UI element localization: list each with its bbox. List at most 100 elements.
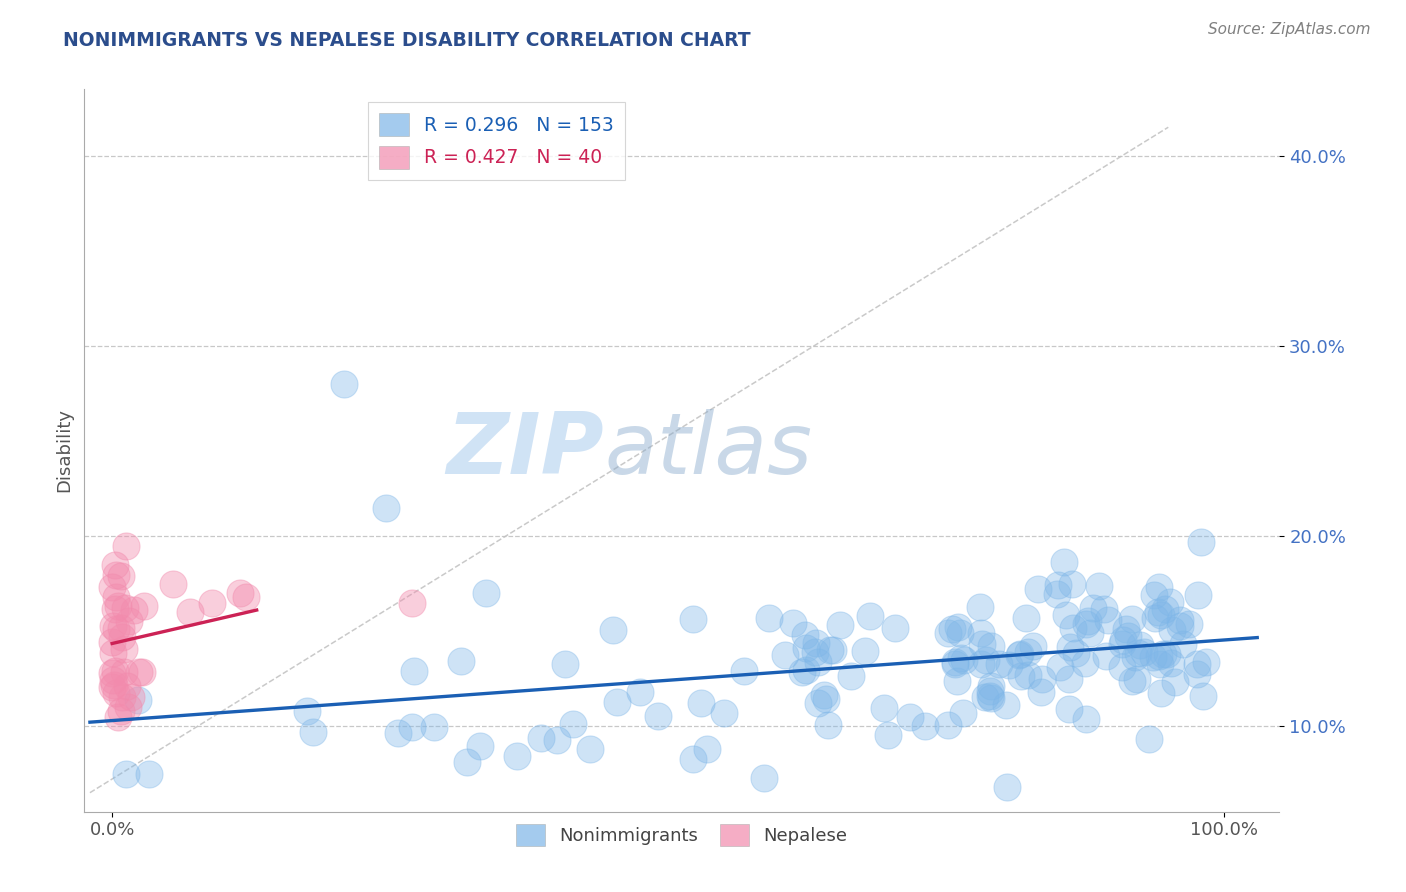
Point bbox=[554, 657, 576, 672]
Point bbox=[606, 695, 628, 709]
Point bbox=[713, 706, 735, 720]
Point bbox=[475, 585, 498, 599]
Point bbox=[1143, 611, 1166, 625]
Point bbox=[546, 732, 568, 747]
Point bbox=[946, 674, 969, 689]
Point bbox=[806, 655, 828, 669]
Y-axis label: Disability: Disability bbox=[55, 409, 73, 492]
Point bbox=[104, 568, 127, 582]
Point bbox=[1049, 660, 1071, 674]
Point bbox=[1008, 648, 1031, 662]
Point bbox=[1171, 637, 1194, 651]
Point bbox=[562, 717, 585, 731]
Point bbox=[1026, 582, 1049, 596]
Point bbox=[949, 626, 972, 640]
Point bbox=[914, 719, 936, 733]
Point bbox=[1081, 601, 1104, 615]
Point bbox=[994, 698, 1017, 712]
Point bbox=[813, 688, 835, 702]
Point bbox=[101, 673, 124, 687]
Point bbox=[112, 642, 135, 657]
Point bbox=[941, 622, 963, 636]
Point bbox=[1080, 626, 1102, 640]
Point bbox=[1147, 605, 1170, 619]
Point bbox=[101, 666, 124, 681]
Point bbox=[1074, 713, 1097, 727]
Point bbox=[682, 611, 704, 625]
Legend: Nonimmigrants, Nepalese: Nonimmigrants, Nepalese bbox=[509, 817, 855, 854]
Point bbox=[1077, 614, 1099, 628]
Point bbox=[1112, 632, 1135, 647]
Point bbox=[1116, 629, 1139, 643]
Point bbox=[115, 680, 138, 694]
Text: Source: ZipAtlas.com: Source: ZipAtlas.com bbox=[1208, 22, 1371, 37]
Point bbox=[974, 652, 997, 666]
Text: NONIMMIGRANTS VS NEPALESE DISABILITY CORRELATION CHART: NONIMMIGRANTS VS NEPALESE DISABILITY COR… bbox=[63, 31, 751, 50]
Point bbox=[1150, 686, 1173, 700]
Point bbox=[945, 655, 967, 669]
Point bbox=[733, 664, 755, 678]
Point bbox=[952, 706, 974, 721]
Point bbox=[387, 725, 409, 739]
Point bbox=[818, 642, 841, 657]
Point bbox=[110, 569, 132, 583]
Point bbox=[107, 709, 129, 723]
Point bbox=[1074, 617, 1097, 632]
Point bbox=[530, 731, 553, 745]
Point bbox=[946, 620, 969, 634]
Point bbox=[839, 669, 862, 683]
Point bbox=[647, 708, 669, 723]
Point bbox=[898, 710, 921, 724]
Point bbox=[814, 691, 837, 706]
Point bbox=[953, 653, 976, 667]
Point bbox=[1010, 669, 1032, 683]
Point bbox=[1059, 672, 1081, 686]
Point bbox=[872, 701, 894, 715]
Point bbox=[103, 558, 125, 572]
Point bbox=[804, 645, 827, 659]
Point bbox=[804, 636, 827, 650]
Point bbox=[970, 657, 993, 671]
Point bbox=[1111, 660, 1133, 674]
Point bbox=[979, 689, 1001, 703]
Point bbox=[404, 665, 426, 679]
Point bbox=[101, 581, 124, 595]
Point bbox=[980, 691, 1002, 706]
Point bbox=[1187, 657, 1209, 671]
Point bbox=[828, 618, 851, 632]
Point bbox=[401, 720, 423, 734]
Point bbox=[628, 684, 651, 698]
Point bbox=[1088, 579, 1111, 593]
Point bbox=[1129, 638, 1152, 652]
Point bbox=[101, 646, 124, 660]
Point bbox=[1115, 622, 1137, 636]
Point bbox=[107, 599, 129, 613]
Point bbox=[1142, 588, 1164, 602]
Point bbox=[1147, 649, 1170, 664]
Point bbox=[1064, 647, 1087, 661]
Point bbox=[229, 586, 252, 600]
Point bbox=[1121, 612, 1143, 626]
Point bbox=[1159, 595, 1181, 609]
Point bbox=[1095, 648, 1118, 663]
Point bbox=[1195, 655, 1218, 669]
Point bbox=[949, 651, 972, 665]
Point bbox=[1021, 639, 1043, 653]
Point bbox=[817, 717, 839, 731]
Point bbox=[936, 718, 959, 732]
Point bbox=[807, 696, 830, 710]
Text: ZIP: ZIP bbox=[447, 409, 605, 492]
Point bbox=[134, 599, 156, 613]
Point bbox=[162, 576, 184, 591]
Point bbox=[1160, 656, 1182, 670]
Point bbox=[974, 690, 997, 704]
Point bbox=[997, 657, 1019, 672]
Point bbox=[1187, 588, 1209, 602]
Point bbox=[1057, 702, 1080, 716]
Point bbox=[114, 766, 136, 780]
Point bbox=[375, 500, 398, 515]
Point bbox=[112, 665, 135, 680]
Point bbox=[1185, 667, 1208, 681]
Point bbox=[1149, 657, 1171, 671]
Point bbox=[1150, 607, 1173, 622]
